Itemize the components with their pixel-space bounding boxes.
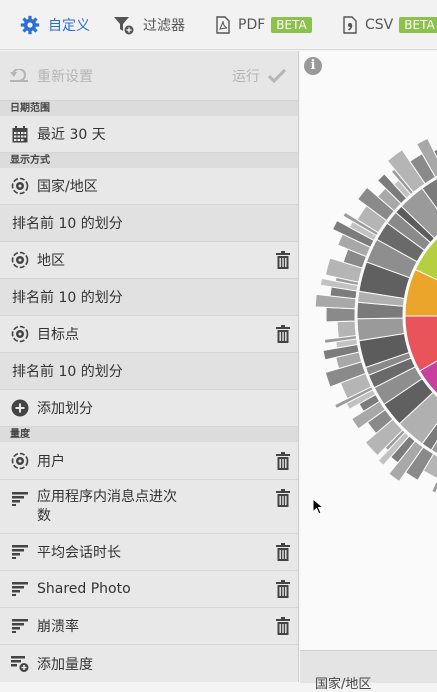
- metric-avg-session[interactable]: 平均会话时长: [0, 534, 298, 571]
- add-metric-button[interactable]: 添加量度: [0, 645, 298, 682]
- trash-icon[interactable]: [276, 451, 290, 470]
- csv-label: CSV: [365, 17, 394, 33]
- metric-bars-icon: [11, 580, 29, 598]
- mouse-cursor: [312, 497, 325, 520]
- sunburst-segment[interactable]: [404, 268, 437, 317]
- sunburst-segment[interactable]: [421, 176, 437, 225]
- breakdown-region[interactable]: 地区: [0, 242, 298, 279]
- add-metric-icon: [11, 655, 29, 673]
- trash-icon[interactable]: [276, 489, 290, 507]
- sunburst-segment[interactable]: [421, 407, 437, 451]
- chart-footer: 国家/地区: [300, 650, 437, 692]
- sunburst-segment[interactable]: [414, 237, 437, 316]
- pdf-beta-badge: BETA: [271, 17, 312, 33]
- pdf-file-icon: [216, 16, 230, 34]
- metric-label-line1: 应用程序内消息点进次: [37, 489, 177, 505]
- top-toolbar: 自定义 过滤器 PDF BETA CSV BETA: [0, 0, 437, 50]
- breakdown-target[interactable]: 目标点: [0, 316, 298, 353]
- sunburst-chart-area[interactable]: [300, 51, 437, 650]
- breakdown-option-label: 排名前 10 的划分: [12, 290, 123, 306]
- metric-bars-icon: [11, 617, 29, 635]
- footer-dimension-label: 国家/地区: [315, 677, 372, 692]
- metric-label-line2: 数: [37, 508, 51, 524]
- calendar-icon: [11, 125, 29, 143]
- pdf-label: PDF: [238, 17, 266, 33]
- breakdown-label: 国家/地区: [37, 179, 98, 195]
- dimension-dial-icon: [11, 452, 29, 470]
- sunburst-segment[interactable]: [415, 137, 437, 178]
- breakdown-top10-option[interactable]: 排名前 10 的划分: [0, 353, 298, 390]
- run-button[interactable]: 运行: [232, 51, 286, 101]
- filter-tab[interactable]: 过滤器: [113, 0, 185, 50]
- dimension-dial-icon: [11, 325, 29, 343]
- run-label: 运行: [232, 69, 260, 85]
- run-bar: 重新设置 运行: [0, 51, 298, 101]
- metric-bars-icon: [11, 543, 29, 561]
- undo-icon: [10, 69, 28, 83]
- metric-label: 用户: [37, 453, 65, 470]
- metric-label: 平均会话时长: [37, 545, 121, 561]
- csv-beta-badge: BETA: [399, 17, 437, 33]
- pdf-export[interactable]: PDF BETA: [216, 0, 312, 50]
- plus-circle-icon: [11, 399, 29, 417]
- breakdown-label: 目标点: [37, 327, 79, 343]
- filter-label: 过滤器: [143, 18, 185, 34]
- trash-icon[interactable]: [276, 251, 290, 269]
- trash-icon[interactable]: [276, 543, 290, 561]
- section-display: 显示方式: [0, 153, 298, 168]
- metric-shared-photo[interactable]: Shared Photo: [0, 571, 298, 608]
- add-metric-label: 添加量度: [37, 656, 93, 673]
- checkmark-icon: [268, 69, 286, 83]
- sunburst-segment[interactable]: [336, 320, 357, 339]
- info-icon[interactable]: i: [304, 57, 322, 75]
- settings-sidebar: 重新设置 运行 日期范围 最近 30 天 显示方式 国家/地区 排名前 10 的…: [0, 51, 299, 682]
- sunburst-segment[interactable]: [431, 461, 437, 494]
- trash-icon[interactable]: [276, 580, 290, 598]
- section-date-range: 日期范围: [0, 101, 298, 116]
- metric-in-app-message-clicks[interactable]: 应用程序内消息点进次 数: [0, 480, 298, 534]
- reset-label: 重新设置: [37, 69, 93, 85]
- csv-export[interactable]: CSV BETA: [343, 0, 437, 50]
- sunburst-segment[interactable]: [433, 147, 437, 172]
- breakdown-top10-option[interactable]: 排名前 10 的划分: [0, 279, 298, 316]
- sunburst-segment[interactable]: [325, 306, 356, 323]
- date-range-value: 最近 30 天: [37, 127, 106, 143]
- breakdown-top10-option[interactable]: 排名前 10 的划分: [0, 205, 298, 242]
- sunburst-segment[interactable]: [404, 315, 437, 372]
- customize-tab[interactable]: 自定义: [20, 0, 90, 50]
- metric-users[interactable]: 用户: [0, 442, 298, 480]
- reset-button[interactable]: 重新设置: [10, 51, 93, 101]
- metric-label: 崩溃率: [37, 619, 79, 635]
- metric-bars-icon: [11, 490, 29, 508]
- filter-add-icon: [113, 15, 135, 35]
- metric-crash-rate[interactable]: 崩溃率: [0, 608, 298, 645]
- add-breakdown-label: 添加划分: [37, 401, 93, 417]
- breakdown-label: 地区: [37, 253, 65, 269]
- dimension-dial-icon: [11, 251, 29, 269]
- trash-icon[interactable]: [276, 325, 290, 343]
- csv-file-icon: [343, 16, 357, 34]
- breakdown-option-label: 排名前 10 的划分: [12, 216, 123, 232]
- metric-label: Shared Photo: [37, 581, 131, 597]
- sunburst-segment[interactable]: [400, 187, 437, 239]
- gear-icon: [20, 15, 40, 35]
- dimension-dial-icon: [11, 177, 29, 195]
- breakdown-option-label: 排名前 10 的划分: [12, 364, 123, 380]
- sunburst-chart[interactable]: [300, 51, 437, 650]
- customize-label: 自定义: [48, 18, 90, 34]
- add-breakdown-button[interactable]: 添加划分: [0, 390, 298, 427]
- section-metrics: 量度: [0, 427, 298, 442]
- breakdown-country[interactable]: 国家/地区: [0, 168, 298, 205]
- date-range-selector[interactable]: 最近 30 天: [0, 116, 298, 153]
- trash-icon[interactable]: [276, 617, 290, 635]
- sunburst-segment[interactable]: [419, 316, 437, 422]
- metric-label: 应用程序内消息点进次 数: [37, 488, 177, 526]
